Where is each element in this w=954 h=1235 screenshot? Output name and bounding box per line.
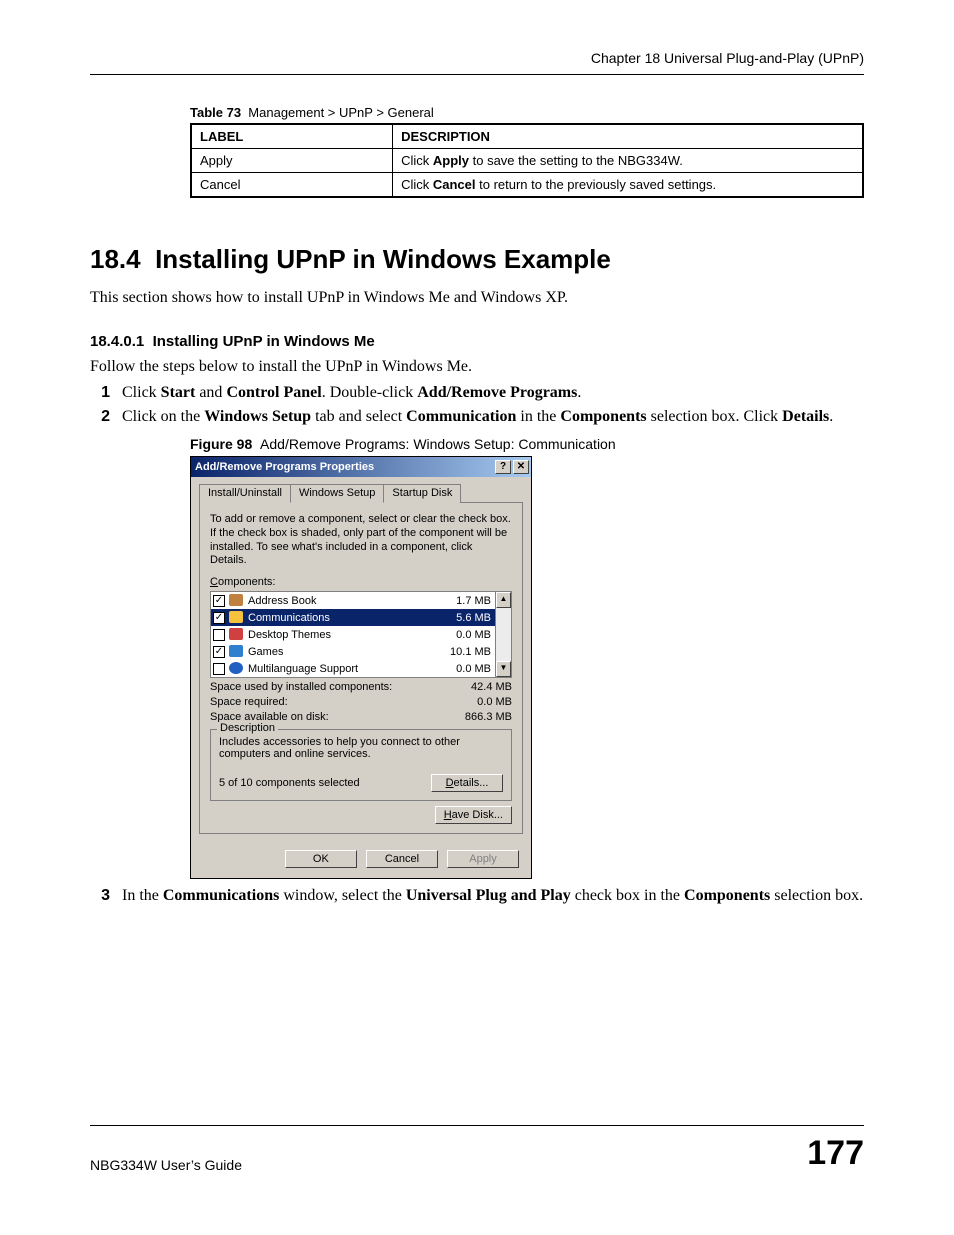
section-heading: 18.4 Installing UPnP in Windows Example [90,244,864,275]
dialog-button-row: OK Cancel Apply [191,842,531,878]
component-icon [229,662,245,676]
have-disk-button[interactable]: Have Disk... [435,806,512,824]
tab-install-uninstall[interactable]: Install/Uninstall [199,484,291,503]
table-caption: Table 73 Management > UPnP > General [190,105,864,120]
table-number: Table 73 [190,105,241,120]
list-item[interactable]: ✓ Address Book1.7 MB [211,592,495,609]
page-footer: NBG334W User’s Guide 177 [90,1125,864,1173]
scroll-track[interactable] [496,608,511,661]
ok-button[interactable]: OK [285,850,357,868]
close-button[interactable]: ✕ [513,460,529,474]
cell-label: Cancel [191,173,393,198]
col-description: DESCRIPTION [393,124,863,149]
tab-windows-setup[interactable]: Windows Setup [290,484,384,503]
step-3: 3 In the Communications window, select t… [90,887,864,905]
instructions-text: To add or remove a component, select or … [210,513,512,568]
space-required-value: 0.0 MB [477,696,512,708]
figure-caption: Figure 98 Add/Remove Programs: Windows S… [190,436,864,452]
section-intro: This section shows how to install UPnP i… [90,289,864,307]
table-title: Management > UPnP > General [248,105,434,120]
tab-strip: Install/Uninstall Windows Setup Startup … [199,483,523,503]
steps-list-cont: 3 In the Communications window, select t… [90,887,864,905]
component-name: Communications [248,612,456,624]
scrollbar[interactable]: ▲ ▼ [496,591,512,678]
apply-button[interactable]: Apply [447,850,519,868]
add-remove-programs-dialog: Add/Remove Programs Properties ? ✕ Insta… [190,456,532,879]
list-item[interactable]: ✓ Games10.1 MB [211,643,495,660]
details-button[interactable]: Details... [431,774,503,792]
help-button[interactable]: ? [495,460,511,474]
space-required-label: Space required: [210,696,477,708]
cell-desc: Click Apply to save the setting to the N… [393,149,863,173]
list-item[interactable]: Multilanguage Support0.0 MB [211,660,495,677]
dialog-titlebar[interactable]: Add/Remove Programs Properties ? ✕ [191,457,531,477]
space-required-row: Space required: 0.0 MB [210,696,512,708]
components-label: Components: [210,576,512,588]
description-groupbox: Description Includes accessories to help… [210,729,512,801]
subsection-lead: Follow the steps below to install the UP… [90,358,864,376]
tab-startup-disk[interactable]: Startup Disk [383,484,461,503]
list-item[interactable]: Desktop Themes0.0 MB [211,626,495,643]
space-used-row: Space used by installed components: 42.4… [210,681,512,693]
scroll-up-button[interactable]: ▲ [496,592,511,608]
checkbox[interactable]: ✓ [213,646,225,658]
checkbox[interactable]: ✓ [213,612,225,624]
component-icon [229,594,245,608]
footer-guide-name: NBG334W User’s Guide [90,1157,807,1173]
subsection-heading: 18.4.0.1 Installing UPnP in Windows Me [90,333,864,350]
component-name: Games [248,646,450,658]
description-legend: Description [217,722,278,734]
cancel-button[interactable]: Cancel [366,850,438,868]
components-listbox[interactable]: ✓ Address Book1.7 MB ✓ Communications5.6 MB… [210,591,496,678]
scroll-down-button[interactable]: ▼ [496,661,511,677]
chapter-header: Chapter 18 Universal Plug-and-Play (UPnP… [90,50,864,75]
space-used-value: 42.4 MB [471,681,512,693]
component-size: 5.6 MB [456,612,491,624]
page-number: 177 [807,1134,864,1173]
component-name: Address Book [248,595,456,607]
checkbox[interactable]: ✓ [213,595,225,607]
component-name: Multilanguage Support [248,663,456,675]
component-size: 0.0 MB [456,663,491,675]
description-text: Includes accessories to help you connect… [219,736,503,760]
steps-list: 1 Click Start and Control Panel. Double-… [90,384,864,426]
cell-label: Apply [191,149,393,173]
col-label: LABEL [191,124,393,149]
tab-panel: To add or remove a component, select or … [199,503,523,834]
component-icon [229,645,245,659]
step-2: 2 Click on the Windows Setup tab and sel… [90,408,864,426]
table-row: Cancel Click Cancel to return to the pre… [191,173,863,198]
table-73: LABEL DESCRIPTION Apply Click Apply to s… [190,123,864,198]
checkbox[interactable] [213,629,225,641]
component-icon [229,628,245,642]
components-list-wrap: ✓ Address Book1.7 MB ✓ Communications5.6 MB… [210,591,512,678]
dialog-title: Add/Remove Programs Properties [195,461,493,473]
space-used-label: Space used by installed components: [210,681,471,693]
space-available-value: 866.3 MB [465,711,512,723]
component-size: 10.1 MB [450,646,491,658]
component-size: 1.7 MB [456,595,491,607]
figure-number: Figure 98 [190,436,252,452]
checkbox[interactable] [213,663,225,675]
selected-count: 5 of 10 components selected [219,777,431,789]
component-size: 0.0 MB [456,629,491,641]
table-row: Apply Click Apply to save the setting to… [191,149,863,173]
component-icon [229,611,245,625]
component-name: Desktop Themes [248,629,456,641]
step-1: 1 Click Start and Control Panel. Double-… [90,384,864,402]
figure-title: Add/Remove Programs: Windows Setup: Comm… [260,436,616,452]
cell-desc: Click Cancel to return to the previously… [393,173,863,198]
list-item[interactable]: ✓ Communications5.6 MB [211,609,495,626]
